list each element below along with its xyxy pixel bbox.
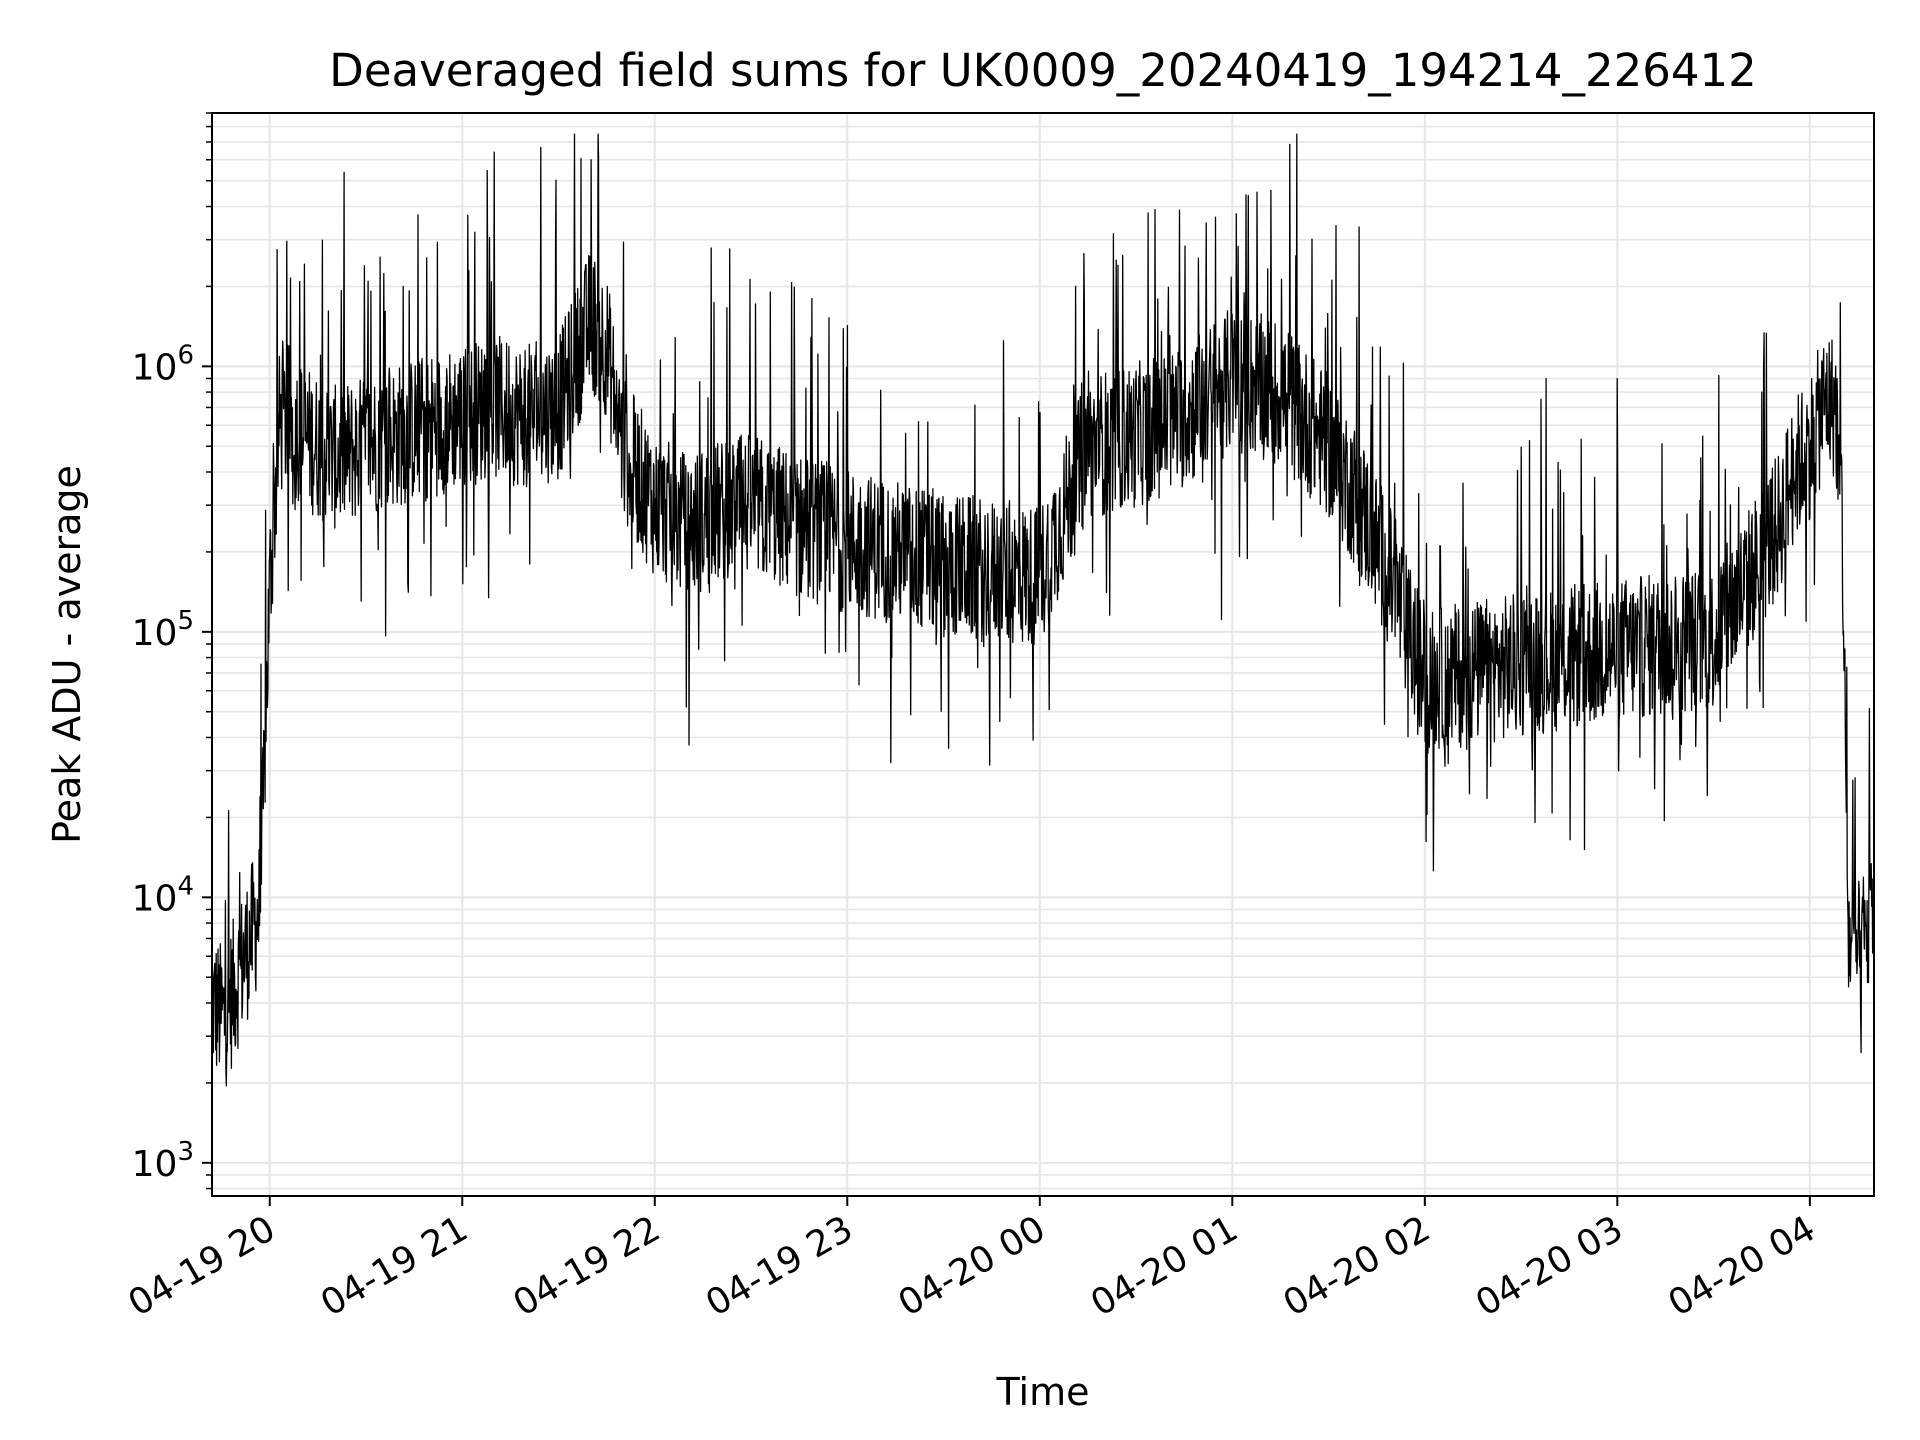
plot-frame	[211, 112, 1875, 1197]
y-tick-label: 106	[132, 340, 194, 388]
series-line	[211, 133, 1875, 1087]
y-axis-label: Peak ADU - average	[45, 465, 89, 844]
x-axis-label: Time	[996, 1370, 1090, 1414]
chart-title: Deaveraged field sums for UK0009_2024041…	[329, 44, 1757, 97]
y-tick-label: 104	[132, 871, 194, 919]
y-tick-label: 103	[132, 1137, 194, 1185]
y-tick-label: 105	[132, 606, 194, 654]
series-layer	[211, 133, 1875, 1087]
